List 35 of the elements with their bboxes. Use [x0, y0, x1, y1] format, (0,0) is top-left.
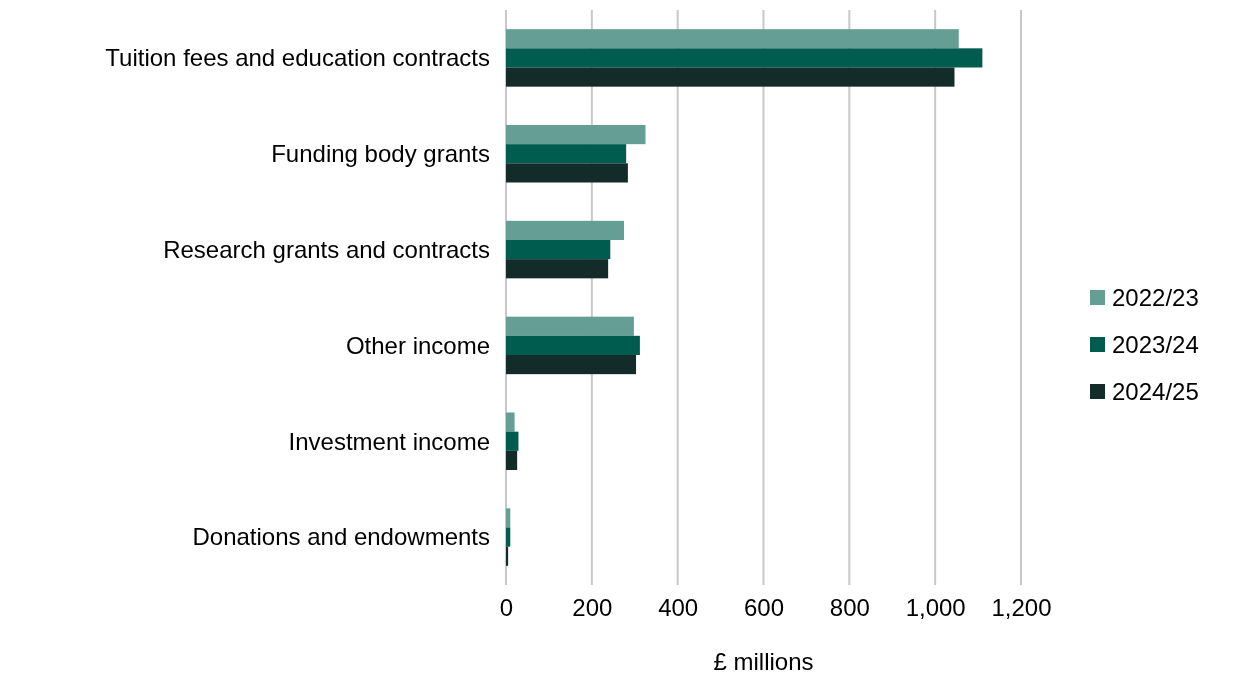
bar — [506, 527, 511, 547]
bar — [506, 412, 515, 432]
y-tick-label: Funding body grants — [271, 140, 490, 168]
x-tick-label: 0 — [499, 594, 514, 622]
y-tick-label: Research grants and contracts — [163, 235, 490, 263]
x-tick-label: 800 — [829, 594, 870, 622]
bar — [506, 355, 637, 375]
bar — [506, 450, 518, 470]
bar — [506, 316, 634, 336]
bar — [506, 259, 609, 279]
x-tick-label: 400 — [658, 594, 699, 622]
bar — [506, 220, 625, 240]
bar — [506, 431, 519, 451]
y-tick-label: Donations and endowments — [192, 523, 490, 551]
y-tick-label: Investment income — [288, 427, 490, 455]
x-axis-title: £ millions — [713, 648, 814, 675]
bar — [506, 29, 959, 49]
bar — [506, 163, 628, 183]
y-tick-label: Tuition fees and education contracts — [105, 44, 490, 72]
bar — [506, 125, 646, 145]
legend-label: 2023/24 — [1112, 331, 1199, 359]
legend-label: 2024/25 — [1112, 378, 1199, 406]
bar — [506, 144, 627, 164]
legend-label: 2022/23 — [1112, 284, 1199, 312]
y-tick-label: Other income — [345, 331, 490, 359]
x-tick-label: 600 — [743, 594, 785, 622]
bar — [506, 508, 511, 528]
x-tick-label: 1,000 — [905, 594, 966, 622]
bar — [506, 546, 509, 566]
bar — [506, 240, 611, 260]
x-tick-label: 200 — [572, 594, 613, 622]
bar — [506, 335, 640, 355]
bar — [506, 67, 955, 87]
bar — [506, 48, 983, 68]
x-tick-label: 1,200 — [991, 594, 1052, 622]
